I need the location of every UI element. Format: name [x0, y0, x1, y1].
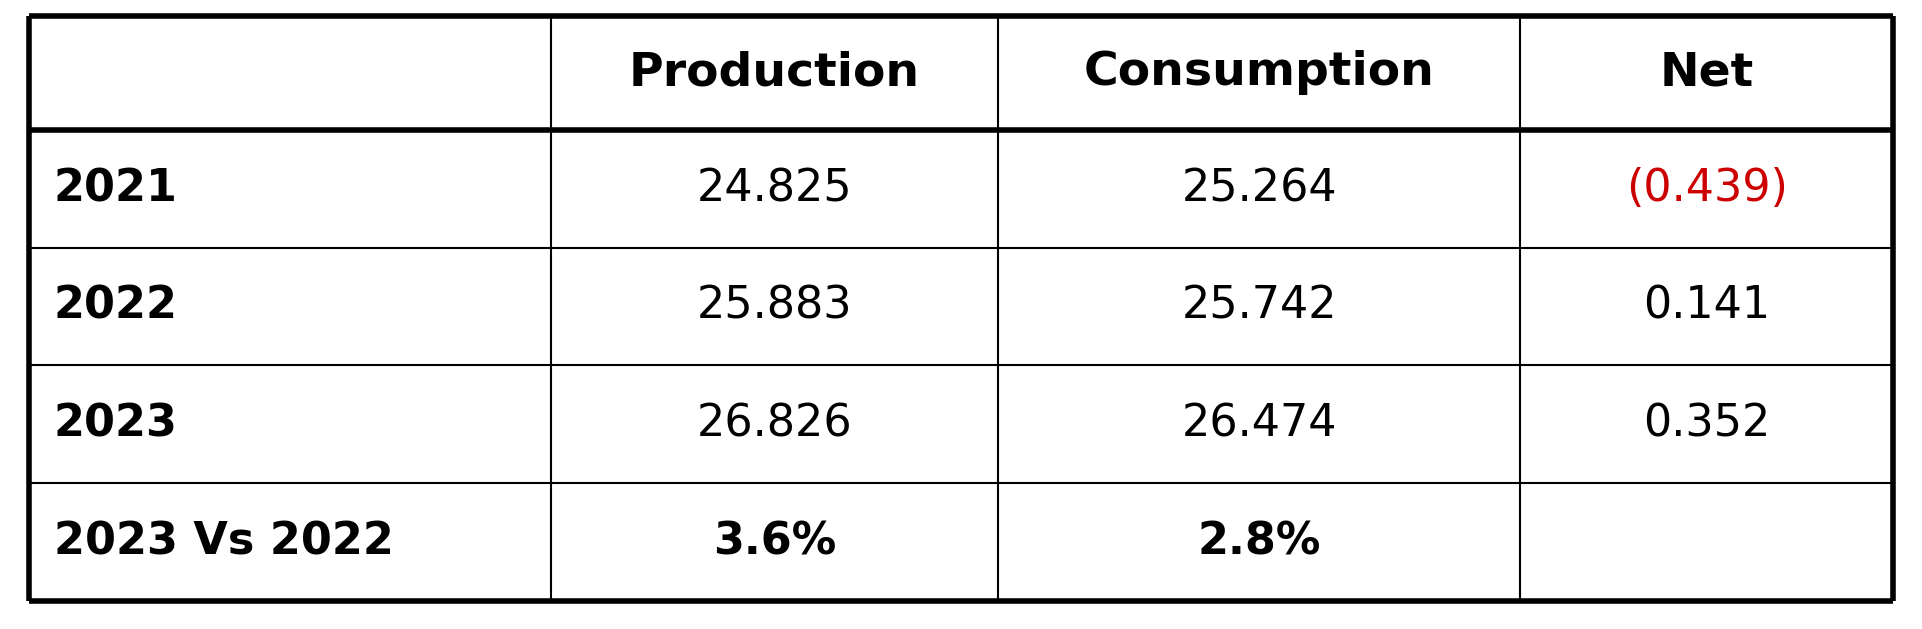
- Text: 26.826: 26.826: [698, 403, 851, 445]
- Text: 2023: 2023: [54, 403, 177, 445]
- Text: 25.883: 25.883: [698, 285, 851, 328]
- Text: 0.141: 0.141: [1643, 285, 1770, 328]
- Text: 3.6%: 3.6%: [713, 520, 836, 564]
- Text: 24.825: 24.825: [698, 167, 851, 210]
- Text: 0.352: 0.352: [1643, 403, 1770, 445]
- Text: (0.439): (0.439): [1626, 167, 1787, 210]
- Text: Net: Net: [1659, 50, 1755, 95]
- Text: 26.474: 26.474: [1182, 403, 1338, 445]
- Text: Production: Production: [628, 50, 921, 95]
- Text: Consumption: Consumption: [1084, 50, 1434, 95]
- Text: 2.8%: 2.8%: [1197, 520, 1320, 564]
- Text: 2022: 2022: [54, 285, 179, 328]
- Text: 25.264: 25.264: [1182, 167, 1338, 210]
- Text: 2023 Vs 2022: 2023 Vs 2022: [54, 520, 394, 564]
- Text: 2021: 2021: [54, 167, 179, 210]
- Text: 25.742: 25.742: [1182, 285, 1338, 328]
